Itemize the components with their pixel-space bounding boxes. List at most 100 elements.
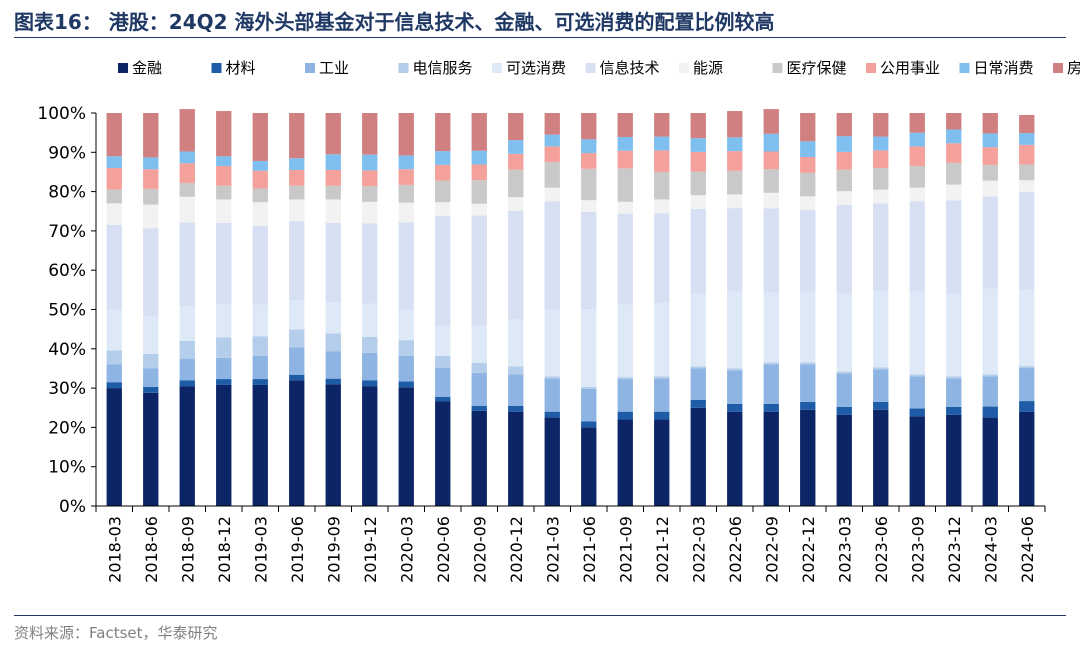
bar-segment-3-6 <box>216 199 232 224</box>
bar-segment-20-2 <box>836 373 852 407</box>
bar-segment-22-7 <box>909 166 925 188</box>
y-tick-label-8: 80% <box>48 183 86 203</box>
bar-segment-17-9 <box>727 137 743 152</box>
bar-segment-19-2 <box>800 364 816 402</box>
source-divider <box>14 615 1066 616</box>
legend-label-1: 材料 <box>226 59 256 77</box>
bar-segment-1-0 <box>143 392 159 506</box>
bar-segment-14-6 <box>617 201 633 214</box>
bar-segment-23-3 <box>946 376 962 379</box>
legend-swatch-4 <box>492 63 502 73</box>
bar-segment-25-10 <box>1019 114 1035 134</box>
bar-segment-5-3 <box>289 329 305 348</box>
bar-segment-20-7 <box>836 169 852 192</box>
legend-swatch-2 <box>305 63 315 73</box>
bar-segment-6-7 <box>325 185 341 200</box>
bar-segment-4-1 <box>252 379 268 385</box>
bar-segment-12-5 <box>544 201 560 310</box>
legend-label-3: 电信服务 <box>413 59 473 77</box>
bar-segment-9-6 <box>435 202 451 216</box>
bar-segment-6-4 <box>325 302 341 334</box>
bar-segment-9-7 <box>435 180 451 203</box>
bar-segment-19-10 <box>800 113 816 142</box>
bar-segment-23-0 <box>946 414 962 506</box>
bar-segment-13-6 <box>581 200 597 213</box>
legend-swatch-10 <box>1053 63 1063 73</box>
bar-segment-22-9 <box>909 132 925 147</box>
bar-segment-25-6 <box>1019 180 1035 192</box>
bar-segment-6-10 <box>325 113 341 155</box>
x-tick-label-8: 2020-03 <box>397 516 416 583</box>
bar-segment-9-3 <box>435 355 451 368</box>
legend-swatch-3 <box>398 63 409 73</box>
bar-segment-16-6 <box>690 195 706 209</box>
bar-segment-11-9 <box>508 140 524 154</box>
bar-segment-3-0 <box>216 384 232 506</box>
bar-segment-8-4 <box>398 309 414 341</box>
bar-segment-18-8 <box>763 151 779 170</box>
bar-segment-10-8 <box>471 164 487 181</box>
bar-segment-15-3 <box>654 376 670 379</box>
bar-segment-14-3 <box>617 377 633 380</box>
bar-segment-15-5 <box>654 213 670 303</box>
bar-segment-18-7 <box>763 169 779 193</box>
bar-segment-4-9 <box>252 160 268 171</box>
bar-segment-6-9 <box>325 154 341 170</box>
x-tick-label-10: 2020-09 <box>470 516 489 583</box>
x-tick-label-9: 2020-06 <box>434 516 453 583</box>
bar-segment-9-1 <box>435 396 451 402</box>
x-tick-label-12: 2021-03 <box>543 516 562 583</box>
bar-segment-0-3 <box>106 350 122 365</box>
x-tick-label-15: 2021-12 <box>653 516 672 583</box>
legend-label-9: 日常消费 <box>974 59 1034 77</box>
bar-segment-6-5 <box>325 223 341 303</box>
bar-segment-4-2 <box>252 355 268 380</box>
legend-swatch-8 <box>866 63 876 73</box>
bar-segment-0-9 <box>106 156 122 169</box>
bar-segment-19-7 <box>800 172 816 197</box>
source-note: 资料来源：Factset，华泰研究 <box>14 624 218 642</box>
bar-segment-12-9 <box>544 134 560 147</box>
y-axis: 0% 10% 20% 30% 40% 50% 60% 70% 80% 90% 100% <box>37 104 97 517</box>
bar-segment-1-2 <box>143 368 159 387</box>
bar-segment-4-4 <box>252 304 268 337</box>
bar-segment-17-6 <box>727 194 743 209</box>
bar-segment-22-8 <box>909 146 925 167</box>
bar-segment-19-0 <box>800 409 816 506</box>
bar-segment-18-9 <box>763 133 779 152</box>
bar-segment-24-8 <box>982 147 998 165</box>
bar-segment-2-0 <box>179 386 195 506</box>
bar-segment-20-6 <box>836 191 852 205</box>
bar-segment-11-4 <box>508 319 524 367</box>
bar-segment-22-3 <box>909 374 925 377</box>
bar-segment-12-3 <box>544 376 560 379</box>
bar-segment-5-6 <box>289 199 305 222</box>
bar-segment-20-9 <box>836 136 852 152</box>
bar-segment-3-10 <box>216 111 232 157</box>
bar-segment-16-0 <box>690 407 706 506</box>
bar-segment-25-5 <box>1019 191 1035 290</box>
bar-segment-10-10 <box>471 113 487 151</box>
bar-segment-2-3 <box>179 340 195 359</box>
bar-segment-10-9 <box>471 150 487 165</box>
bar-segment-7-10 <box>362 113 378 155</box>
bars-group <box>106 109 1035 506</box>
bar-segment-13-4 <box>581 309 597 387</box>
bar-segment-24-2 <box>982 376 998 407</box>
legend-label-5: 信息技术 <box>600 59 660 77</box>
bar-segment-24-7 <box>982 164 998 181</box>
bar-segment-20-8 <box>836 151 852 170</box>
bar-segment-3-1 <box>216 379 232 385</box>
legend-label-0: 金融 <box>132 59 162 77</box>
bar-segment-5-2 <box>289 347 305 375</box>
figure-title: 图表16： 港股：24Q2 海外头部基金对于信息技术、金融、可选消费的配置比例较… <box>14 10 775 34</box>
bar-segment-6-6 <box>325 199 341 224</box>
bar-segment-17-7 <box>727 170 743 195</box>
bar-segment-11-0 <box>508 411 524 506</box>
bar-segment-20-4 <box>836 293 852 372</box>
legend-swatch-0 <box>118 63 128 73</box>
bar-segment-13-3 <box>581 386 597 389</box>
bar-segment-9-8 <box>435 164 451 181</box>
bar-segment-5-1 <box>289 374 305 381</box>
bar-segment-23-10 <box>946 113 962 130</box>
